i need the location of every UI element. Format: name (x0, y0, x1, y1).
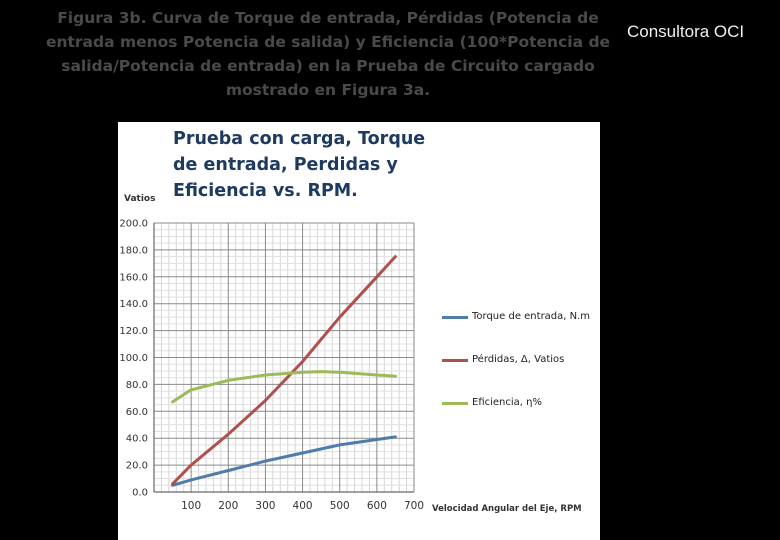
series-line-2 (171, 370, 397, 404)
y-tick-label: 100.0 (119, 353, 148, 364)
y-axis-label: Vatios (124, 194, 156, 204)
y-tick-label: 20.0 (126, 461, 148, 472)
y-tick-label: 180.0 (119, 245, 148, 256)
y-tick-label: 40.0 (126, 434, 148, 445)
legend-label-torque: Torque de entrada, N.m (472, 311, 591, 322)
y-tick-label: 200.0 (119, 219, 148, 230)
y-tick-label: 60.0 (126, 407, 148, 418)
legend-label-efficiency: Eficiencia, η% (472, 397, 542, 408)
chart-title: Prueba con carga, Torque de entrada, Per… (173, 129, 426, 201)
legend-swatch-losses (442, 359, 468, 362)
x-tick-label: 400 (293, 500, 313, 512)
y-tick-label: 0.0 (132, 488, 148, 499)
y-tick-label: 140.0 (119, 299, 148, 310)
x-tick-label: 100 (181, 500, 201, 512)
series-line-1 (171, 255, 397, 486)
line-chart: 0.0 20.0 40.0 60.0 80.0 100.0 120.0 140.0 160.0 1… (119, 219, 424, 513)
y-tick-label: 120.0 (119, 326, 148, 337)
legend-label-losses: Pérdidas, Δ, Vatios (472, 354, 565, 365)
legend-swatch-torque (442, 316, 468, 319)
series-line-0 (171, 435, 397, 487)
slide-title: Figura 3b. Curva de Torque de entrada, P… (45, 9, 611, 99)
y-tick-label: 80.0 (126, 380, 148, 391)
x-tick-label: 500 (330, 500, 350, 512)
x-axis-label: Velocidad Angular del Eje, RPM (432, 504, 582, 514)
x-tick-label: 300 (255, 500, 275, 512)
x-tick-label: 700 (404, 500, 424, 512)
x-tick-label: 200 (218, 500, 238, 512)
brand-label: Consultora OCI (627, 22, 745, 41)
y-tick-label: 160.0 (119, 272, 148, 283)
chart-panel: 0.0 20.0 40.0 60.0 80.0 100.0 120.0 140.0 160.0 1… (118, 122, 600, 540)
legend-swatch-efficiency (442, 402, 468, 405)
x-tick-label: 600 (367, 500, 387, 512)
